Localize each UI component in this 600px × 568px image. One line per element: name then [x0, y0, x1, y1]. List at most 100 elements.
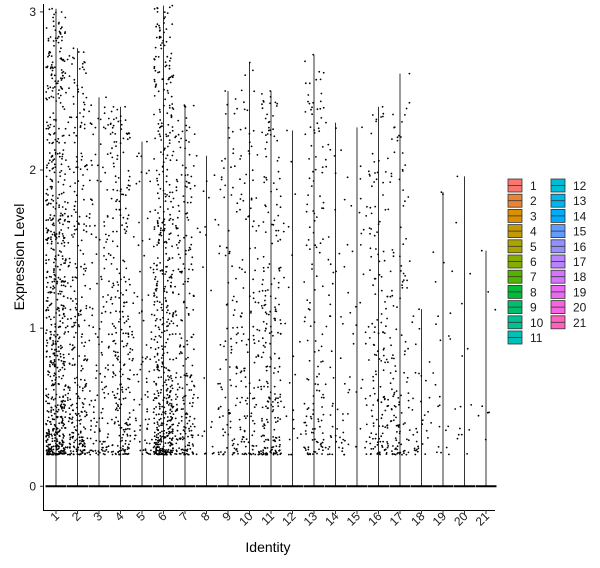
point [273, 219, 276, 222]
point [278, 445, 281, 448]
point [60, 281, 63, 283]
point [183, 403, 185, 405]
point [152, 399, 155, 402]
point [152, 411, 155, 414]
point [55, 202, 58, 205]
point [89, 225, 91, 227]
point [59, 450, 62, 452]
point [108, 234, 110, 237]
point [50, 360, 52, 362]
point [58, 193, 61, 196]
point [437, 315, 439, 318]
point [245, 438, 248, 441]
point [308, 158, 310, 160]
point [171, 223, 174, 225]
point [167, 442, 170, 444]
point [75, 277, 78, 279]
point [312, 432, 315, 434]
point [57, 181, 60, 183]
point [80, 436, 83, 439]
point [55, 428, 58, 431]
point [318, 448, 320, 451]
point [368, 227, 371, 230]
point [150, 449, 152, 452]
point [61, 155, 64, 158]
point [181, 352, 183, 355]
point [390, 408, 393, 411]
x-tick-label: 14 [322, 509, 342, 529]
point [157, 441, 160, 444]
point [175, 189, 178, 192]
point [224, 90, 227, 92]
point [64, 201, 66, 203]
point [328, 446, 331, 448]
point [127, 377, 129, 380]
point [171, 428, 174, 431]
point [78, 223, 80, 226]
point [138, 180, 141, 183]
point [53, 365, 56, 368]
point [235, 277, 237, 280]
point [70, 297, 72, 300]
point [56, 140, 59, 143]
point [153, 67, 156, 70]
point [128, 175, 131, 178]
point [68, 389, 71, 391]
point [54, 431, 57, 434]
point [77, 324, 80, 326]
point [80, 418, 82, 421]
point [73, 141, 76, 144]
point [128, 391, 131, 394]
point [361, 126, 363, 129]
point [47, 258, 50, 261]
point [236, 107, 239, 110]
point [185, 306, 188, 309]
point [156, 428, 159, 431]
point [51, 453, 54, 456]
point [378, 273, 381, 276]
point [115, 416, 117, 419]
point [184, 394, 187, 397]
point [138, 221, 140, 224]
point [312, 409, 315, 411]
point [139, 270, 141, 273]
point [106, 215, 109, 217]
point [321, 453, 323, 455]
point [92, 450, 94, 453]
point [92, 326, 95, 329]
point [60, 400, 63, 403]
point [226, 103, 229, 106]
point [126, 446, 129, 448]
point [368, 436, 371, 439]
point [85, 307, 88, 310]
point [103, 246, 105, 249]
point [53, 13, 55, 16]
point [165, 453, 168, 456]
point [46, 139, 49, 141]
point [375, 373, 377, 376]
point [294, 373, 297, 376]
point [58, 396, 61, 398]
x-tick-label: 15 [344, 509, 364, 529]
point [362, 273, 365, 276]
point [378, 451, 381, 454]
point [321, 166, 324, 169]
point [245, 453, 248, 456]
point [376, 399, 379, 402]
point [115, 396, 117, 399]
point [242, 333, 245, 335]
point [124, 442, 127, 445]
point [89, 306, 91, 309]
point [340, 441, 343, 444]
point [382, 396, 385, 399]
point [155, 296, 158, 298]
point [324, 383, 327, 386]
point [62, 451, 65, 453]
point [96, 394, 99, 397]
point [436, 451, 438, 454]
point [112, 284, 115, 287]
point [232, 152, 235, 155]
point [95, 236, 97, 239]
point [404, 350, 406, 353]
point [262, 434, 264, 437]
